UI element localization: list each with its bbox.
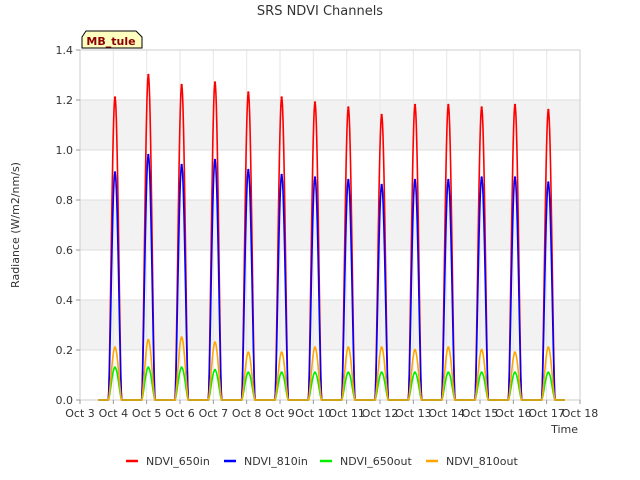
y-axis-label: Radiance (W/m2/nm/s) bbox=[9, 162, 22, 288]
legend-label-ndvi-810out: NDVI_810out bbox=[446, 455, 518, 468]
series-line-ndvi-650out bbox=[98, 366, 565, 401]
x-tick-label: Oct 13 bbox=[395, 407, 432, 420]
y-axis-ticks: 0.0 0.2 0.4 0.6 0.8 1.0 1.2 1.4 bbox=[56, 44, 80, 407]
series-line-ndvi-810out bbox=[98, 336, 565, 401]
x-tick-label: Oct 12 bbox=[362, 407, 399, 420]
x-tick-label: Oct 3 bbox=[65, 407, 95, 420]
background-band bbox=[80, 200, 580, 250]
y-tick-label: 0.6 bbox=[56, 244, 74, 257]
y-tick-label: 0.4 bbox=[56, 294, 74, 307]
x-tick-label: Oct 15 bbox=[462, 407, 499, 420]
legend: NDVI_650in NDVI_810in NDVI_650out NDVI_810o… bbox=[126, 455, 518, 468]
x-tick-label: Oct 11 bbox=[328, 407, 365, 420]
x-tick-label: Oct 5 bbox=[132, 407, 162, 420]
x-tick-label: Oct 9 bbox=[265, 407, 295, 420]
y-tick-label: 1.4 bbox=[56, 44, 74, 57]
x-tick-label: Oct 8 bbox=[232, 407, 262, 420]
x-tick-label: Oct 14 bbox=[428, 407, 465, 420]
chart-title: SRS NDVI Channels bbox=[257, 4, 383, 19]
y-tick-label: 0.8 bbox=[56, 194, 74, 207]
legend-label-ndvi-810in: NDVI_810in bbox=[244, 455, 308, 468]
x-tick-label: Oct 6 bbox=[165, 407, 195, 420]
x-tick-label: Oct 7 bbox=[199, 407, 229, 420]
series-ndvi-810out bbox=[98, 336, 565, 401]
plot-background-bands bbox=[80, 100, 580, 350]
legend-label-ndvi-650in: NDVI_650in bbox=[146, 455, 210, 468]
site-label-box: MB_tule bbox=[81, 30, 143, 49]
background-band bbox=[80, 100, 580, 150]
x-axis-ticks: Oct 3 Oct 4 Oct 5 Oct 6 Oct 7 Oct 8 Oct 9 Oct 1… bbox=[65, 400, 598, 420]
site-label: MB_tule bbox=[86, 35, 135, 48]
series-line-ndvi-810in bbox=[98, 154, 565, 401]
background-band bbox=[80, 300, 580, 350]
y-tick-label: 0.2 bbox=[56, 344, 74, 357]
y-tick-label: 1.2 bbox=[56, 94, 74, 107]
site-label-background bbox=[81, 30, 143, 49]
x-tick-label: Oct 17 bbox=[528, 407, 565, 420]
series-ndvi-650out bbox=[98, 366, 565, 401]
x-tick-label: Oct 4 bbox=[99, 407, 129, 420]
y-tick-label: 1.0 bbox=[56, 144, 74, 157]
series-ndvi-810in bbox=[98, 153, 565, 401]
x-tick-label: Oct 16 bbox=[495, 407, 532, 420]
series-layer bbox=[98, 73, 565, 401]
legend-label-ndvi-650out: NDVI_650out bbox=[340, 455, 412, 468]
x-axis-label: Time bbox=[550, 423, 578, 436]
y-tick-label: 0.0 bbox=[56, 394, 74, 407]
x-tick-label: Oct 18 bbox=[562, 407, 599, 420]
x-tick-label: Oct 10 bbox=[295, 407, 332, 420]
